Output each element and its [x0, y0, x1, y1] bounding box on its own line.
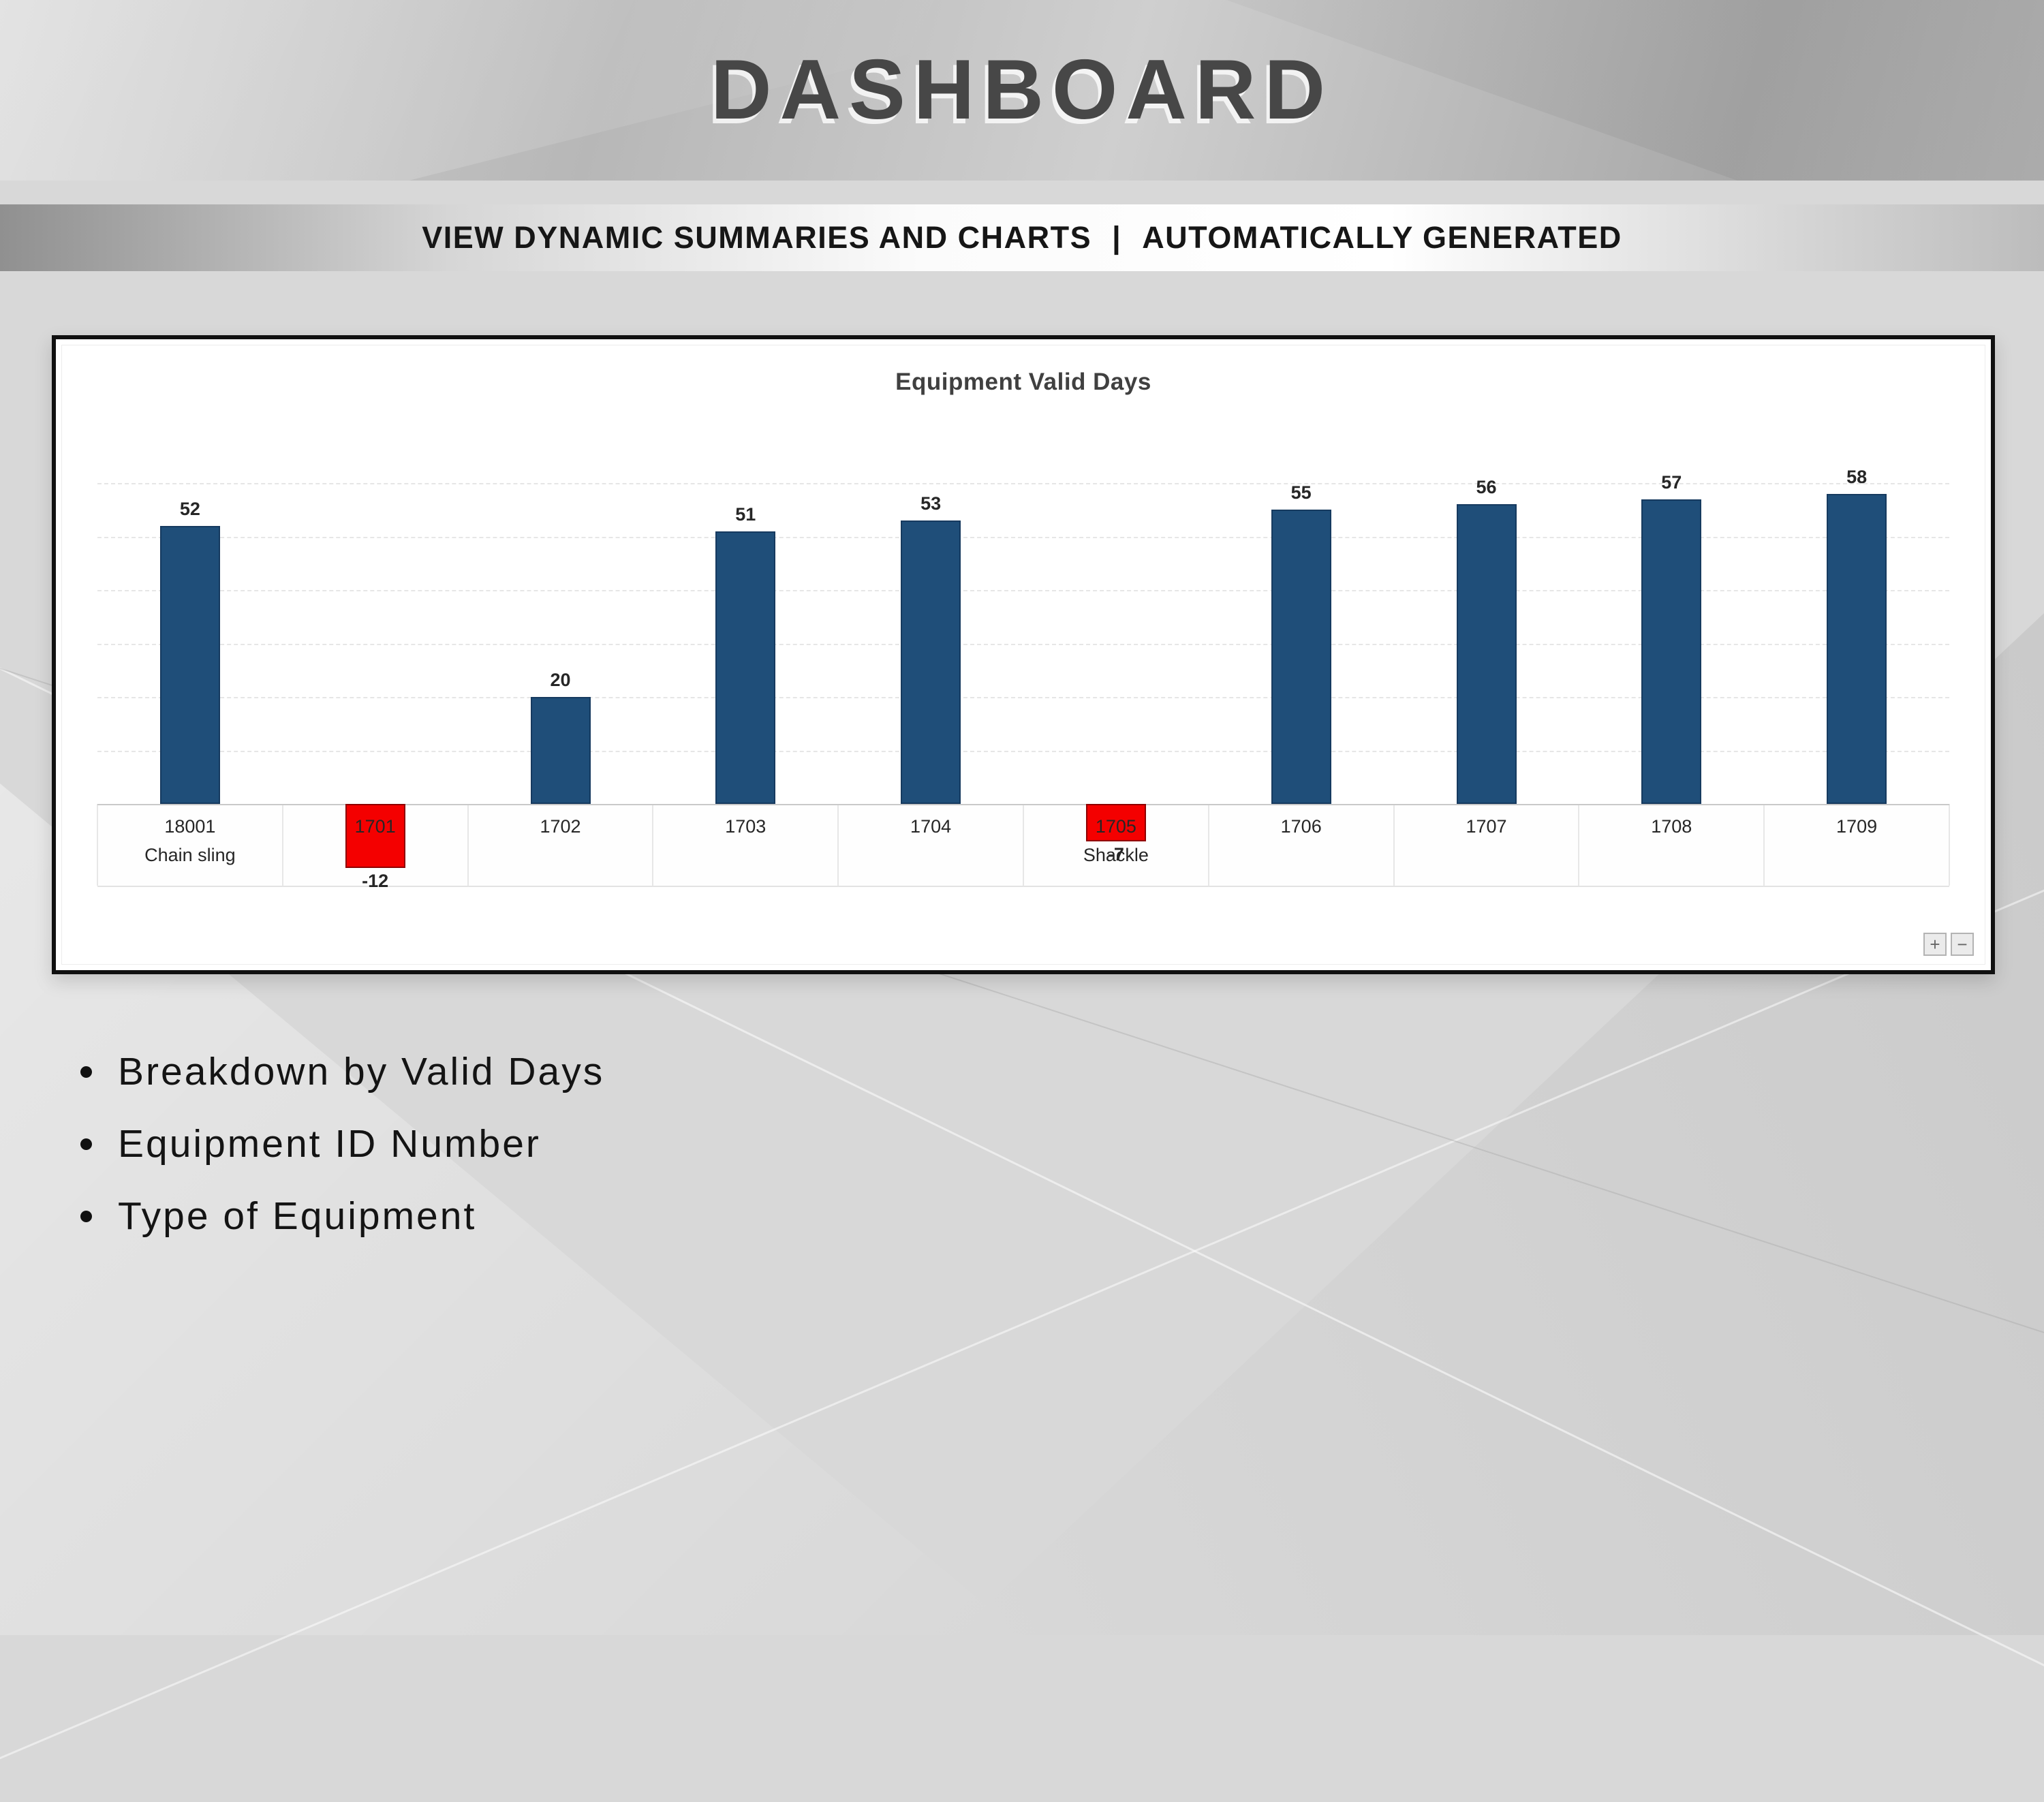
category-separator: [1393, 804, 1395, 886]
bar-value: 55: [1290, 482, 1312, 503]
gridline: [97, 483, 1949, 484]
header-banner: DASHBOARD: [0, 0, 2044, 181]
bar-1702: [530, 697, 591, 804]
category-separator: [1763, 804, 1765, 886]
bullet-icon: [80, 1138, 92, 1150]
bar-18001: [159, 525, 220, 804]
bar-1707: [1456, 504, 1517, 804]
list-item: Breakdown by Valid Days: [80, 1049, 604, 1094]
list-item-label: Breakdown by Valid Days: [118, 1050, 605, 1093]
category-separator: [652, 804, 654, 886]
feature-list: Breakdown by Valid Days Equipment ID Num…: [80, 1049, 604, 1266]
gridline: [97, 536, 1949, 538]
bar-value: 52: [179, 498, 200, 519]
category-label: 1706: [1280, 816, 1322, 837]
bar-value: 57: [1661, 471, 1682, 493]
category-separator: [1578, 804, 1580, 886]
zoom-in-button[interactable]: +: [1923, 933, 1947, 956]
category-label: 1705: [1095, 816, 1136, 837]
bar-value: 56: [1476, 477, 1497, 498]
equipment-type-label: Shackle: [1083, 845, 1149, 865]
chart-panel: Equipment Valid Days 52 18001 -12 1701 20 170…: [52, 335, 1995, 974]
bar-value: 51: [735, 503, 756, 525]
gridline: [97, 590, 1949, 591]
category-label: 1702: [540, 816, 581, 837]
bar-value: 53: [920, 493, 942, 514]
bullet-icon: [80, 1210, 92, 1222]
list-item: Equipment ID Number: [80, 1121, 604, 1166]
category-label: 18001: [164, 816, 216, 837]
page-title: DASHBOARD: [711, 43, 1333, 137]
subtitle-bar: VIEW DYNAMIC SUMMARIES AND CHARTS | AUTO…: [0, 204, 2044, 271]
chart-title: Equipment Valid Days: [895, 369, 1151, 395]
list-item-label: Type of Equipment: [118, 1194, 477, 1238]
list-item-label: Equipment ID Number: [118, 1122, 541, 1166]
bar-value: -12: [362, 871, 389, 892]
category-separator: [467, 804, 469, 886]
plot-area: 52 18001 -12 1701 20 1702 51 1703 53 1704 -7 1705 55…: [97, 419, 1950, 904]
bar-1709: [1827, 493, 1887, 804]
bar-value: 58: [1846, 466, 1868, 487]
category-label: 1709: [1836, 816, 1878, 837]
subtitle-left-text: VIEW DYNAMIC SUMMARIES AND CHARTS: [422, 220, 1092, 255]
bar-value: 20: [550, 670, 571, 690]
bar-1706: [1271, 510, 1331, 804]
bar-1704: [901, 520, 961, 804]
bar-1708: [1641, 499, 1702, 804]
bullet-icon: [80, 1066, 92, 1078]
list-item: Type of Equipment: [80, 1194, 604, 1239]
category-label: 1704: [910, 816, 952, 837]
subtitle-right-text: AUTOMATICALLY GENERATED: [1142, 220, 1622, 255]
category-label: 1701: [354, 816, 396, 837]
chart-zoom-controls: + −: [1923, 933, 1974, 956]
gridline: [97, 697, 1949, 698]
gridline: [97, 750, 1949, 752]
category-separator: [837, 804, 839, 886]
subtitle-separator: |: [1112, 220, 1122, 255]
category-label: 1703: [725, 816, 766, 837]
category-label: 1707: [1466, 816, 1507, 837]
equipment-type-label: Chain sling: [144, 845, 236, 865]
chart-frame: Equipment Valid Days 52 18001 -12 1701 20 170…: [61, 345, 1985, 965]
category-label: 1708: [1651, 816, 1692, 837]
gridline: [97, 643, 1949, 645]
category-separator: [1949, 804, 1950, 886]
zoom-out-button[interactable]: −: [1951, 933, 1974, 956]
bar-1703: [715, 531, 776, 804]
